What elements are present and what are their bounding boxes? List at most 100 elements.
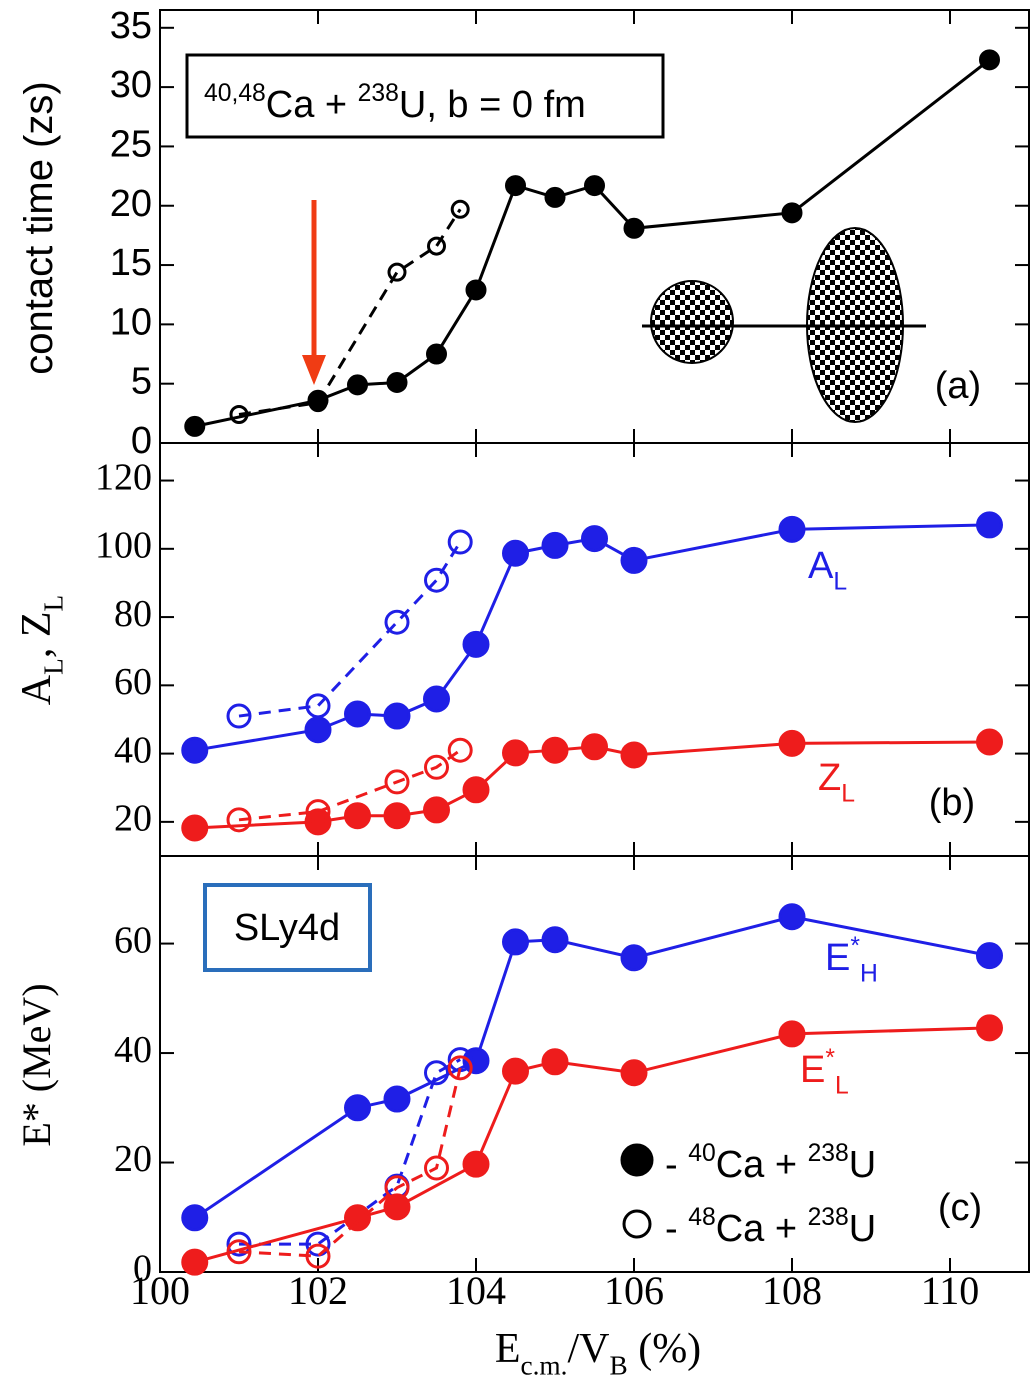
y-tick-label: 80 (114, 593, 152, 635)
title-box-text-part: 40,48 (204, 80, 266, 107)
data-point (184, 415, 206, 437)
series-line (238, 748, 462, 822)
data-point (979, 49, 1000, 71)
series-annotation-part: H (860, 960, 878, 987)
data-point (347, 374, 368, 396)
data-point (423, 685, 450, 713)
data-point (465, 279, 487, 301)
series-annotation: ZL (818, 757, 855, 807)
data-point (502, 739, 529, 767)
y-tick-label: 100 (95, 525, 152, 567)
data-point (976, 728, 1003, 756)
data-point (778, 903, 806, 931)
y-tick-label: 60 (114, 661, 152, 703)
data-point (424, 1155, 449, 1181)
data-point (344, 1204, 371, 1232)
series-line (238, 541, 462, 718)
y-axis-label-part: , Z (14, 612, 60, 659)
x-axis-label-part: c.m. (520, 1351, 567, 1381)
data-point (226, 1239, 252, 1265)
data-point (541, 926, 569, 954)
data-point (541, 1048, 569, 1076)
legend-label-part: 238 (808, 1204, 849, 1231)
title-box-text-part: 238 (358, 80, 399, 107)
y-tick-label: 120 (95, 456, 152, 498)
data-point (305, 1243, 331, 1269)
legend-label-part: Ca + (716, 1144, 808, 1186)
data-point (181, 1248, 209, 1276)
y-axis-label-part: L (39, 595, 69, 612)
data-point (620, 546, 648, 574)
data-point (505, 175, 526, 197)
panel-label: (a) (935, 365, 981, 407)
x-tick-label: 108 (762, 1268, 822, 1313)
legend-label-part: 48 (688, 1204, 715, 1231)
legend-label-part: 40 (688, 1140, 715, 1167)
x-axis-label-part: (%) (628, 1326, 701, 1372)
panel-label: (b) (929, 782, 975, 824)
title-box-text: 40,48Ca + 238U, b = 0 fm (204, 80, 586, 126)
y-tick-label: 0 (131, 420, 152, 462)
data-point (384, 609, 410, 635)
series-annotation: E*H (825, 933, 878, 987)
legend-label-part: U (849, 1208, 876, 1250)
model-box-text: SLy4d (234, 907, 340, 949)
y-tick-label: 25 (110, 123, 152, 165)
y-tick-label: 0 (133, 1248, 152, 1290)
data-point (423, 796, 450, 824)
data-point (447, 1055, 473, 1081)
data-point (226, 1231, 252, 1257)
y-tick-label: 20 (110, 183, 152, 225)
data-point (383, 702, 411, 730)
data-point (581, 525, 608, 553)
legend-marker (622, 1209, 652, 1239)
y-tick-label: 15 (110, 242, 152, 284)
data-point (383, 1193, 411, 1221)
legend-label-part: - (665, 1208, 688, 1250)
legend-label-part: 238 (808, 1140, 849, 1167)
data-point (305, 1231, 331, 1257)
y-axis-label: E* (MeV) (14, 983, 59, 1146)
y-tick-label: 5 (131, 361, 152, 403)
x-axis-label: Ec.m./VB (%) (495, 1326, 701, 1381)
data-point (386, 371, 408, 393)
series-line (239, 1058, 461, 1246)
series-annotation-part: L (841, 780, 855, 807)
data-point (976, 942, 1003, 970)
data-point (181, 814, 209, 842)
data-point (584, 175, 605, 197)
data-point (426, 343, 447, 365)
y-axis-label: contact time (zs) (17, 81, 61, 374)
data-point (544, 186, 566, 208)
series-annotation-part: Z (818, 757, 841, 799)
data-point (541, 736, 569, 764)
x-axis-label-part: E (495, 1326, 521, 1372)
series-line (238, 1067, 462, 1258)
data-point (976, 511, 1003, 539)
legend-marker (620, 1143, 654, 1177)
series-annotation-part: L (835, 1072, 849, 1099)
series-annotation-part: A (808, 545, 834, 587)
data-point (384, 769, 410, 795)
data-point (344, 1094, 371, 1122)
series-annotation-part: * (825, 1045, 835, 1072)
data-point (447, 737, 473, 763)
data-point (623, 217, 645, 239)
title-box-text-part: U, b = 0 fm (399, 84, 586, 126)
data-point (229, 405, 249, 425)
series-annotation-part: * (850, 933, 860, 960)
nuclei-schematic (642, 227, 926, 423)
data-point (620, 741, 648, 769)
series-annotation-part: E (825, 937, 850, 979)
y-tick-label: 40 (114, 729, 152, 771)
data-point (427, 236, 446, 256)
series-annotation-part: L (833, 568, 847, 595)
data-point (226, 703, 252, 729)
model-box (203, 883, 372, 972)
data-point (541, 531, 569, 559)
x-tick-label: 106 (604, 1268, 664, 1313)
y-axis-label-part: A (14, 674, 60, 705)
data-point (344, 700, 371, 728)
data-point (383, 802, 411, 830)
